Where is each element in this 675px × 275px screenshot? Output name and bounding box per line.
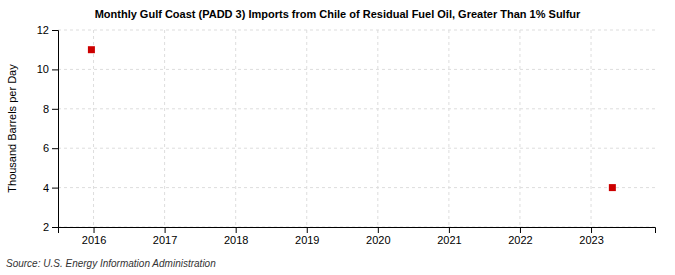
plot: 2016 2017 2018 2019 2020 2021 2022 2023 2 4 6 8 10 12 bbox=[37, 24, 656, 246]
tick-label: 2022 bbox=[508, 234, 532, 246]
grid bbox=[58, 30, 655, 227]
tick-label: 8 bbox=[43, 103, 49, 115]
tick-mark bbox=[378, 227, 379, 233]
tick: 2017 bbox=[153, 227, 177, 246]
y-axis-title: Thousand Barrels per Day bbox=[6, 64, 18, 193]
grid-line bbox=[58, 108, 655, 109]
grid-line bbox=[164, 30, 165, 227]
tick: 8 bbox=[43, 103, 58, 115]
tick-mark bbox=[449, 227, 450, 233]
tick-mark bbox=[52, 188, 58, 189]
grid-line bbox=[519, 30, 520, 227]
tick-label: 2016 bbox=[82, 234, 106, 246]
grid-line bbox=[377, 30, 378, 227]
grid-line bbox=[591, 30, 592, 227]
tick: 2 bbox=[43, 221, 58, 233]
title: Monthly Gulf Coast (PADD 3) Imports from… bbox=[95, 8, 581, 20]
tick-label: 2023 bbox=[579, 234, 603, 246]
tick-label: 2020 bbox=[366, 234, 390, 246]
tick: 2022 bbox=[508, 227, 532, 246]
tick-mark bbox=[520, 227, 521, 233]
grid-line bbox=[58, 69, 655, 70]
tick-mark bbox=[52, 148, 58, 149]
tick: 2016 bbox=[82, 227, 106, 246]
axis-line bbox=[52, 31, 59, 228]
tick-mark bbox=[307, 227, 308, 233]
grid-line bbox=[58, 30, 655, 31]
tick-mark bbox=[165, 227, 166, 233]
grid-line bbox=[306, 30, 307, 227]
tick-label: 12 bbox=[37, 24, 49, 36]
source: Source: U.S. Energy Information Administ… bbox=[6, 258, 216, 269]
tick: 2020 bbox=[366, 227, 390, 246]
tick: 2023 bbox=[579, 227, 603, 246]
grid-line bbox=[235, 30, 236, 227]
x-axis: 2016 2017 2018 2019 2020 2021 2022 2023 bbox=[59, 227, 656, 246]
tick-mark bbox=[52, 69, 58, 70]
tick-label: 2018 bbox=[224, 234, 248, 246]
y-axis: 2 4 6 8 10 12 bbox=[37, 24, 59, 233]
chart: 2016 2017 2018 2019 2020 2021 2022 2023 2 4 6 8 10 12… bbox=[0, 0, 675, 275]
tick: 2019 bbox=[295, 227, 319, 246]
axis-line bbox=[59, 228, 656, 234]
tick-mark bbox=[591, 227, 592, 233]
tick-mark bbox=[52, 227, 58, 228]
tick-label: 2017 bbox=[153, 234, 177, 246]
point bbox=[609, 184, 616, 191]
tick: 12 bbox=[37, 24, 58, 36]
tick-mark bbox=[94, 227, 95, 233]
tick-mark bbox=[52, 30, 58, 31]
tick: 6 bbox=[43, 142, 58, 154]
point bbox=[88, 46, 95, 53]
tick-label: 2 bbox=[43, 221, 49, 233]
tick-label: 6 bbox=[43, 142, 49, 154]
tick-mark bbox=[236, 227, 237, 233]
tick-label: 4 bbox=[43, 182, 49, 194]
tick-label: 10 bbox=[37, 63, 49, 75]
grid-line bbox=[58, 187, 655, 188]
points bbox=[88, 46, 616, 191]
grid-line bbox=[93, 30, 94, 227]
tick: 10 bbox=[37, 63, 58, 75]
tick-label: 2019 bbox=[295, 234, 319, 246]
tick: 4 bbox=[43, 182, 58, 194]
tick: 2018 bbox=[224, 227, 248, 246]
tick: 2021 bbox=[437, 227, 461, 246]
grid-line bbox=[448, 30, 449, 227]
grid-line bbox=[58, 148, 655, 149]
tick-label: 2021 bbox=[437, 234, 461, 246]
tick-mark bbox=[52, 109, 58, 110]
